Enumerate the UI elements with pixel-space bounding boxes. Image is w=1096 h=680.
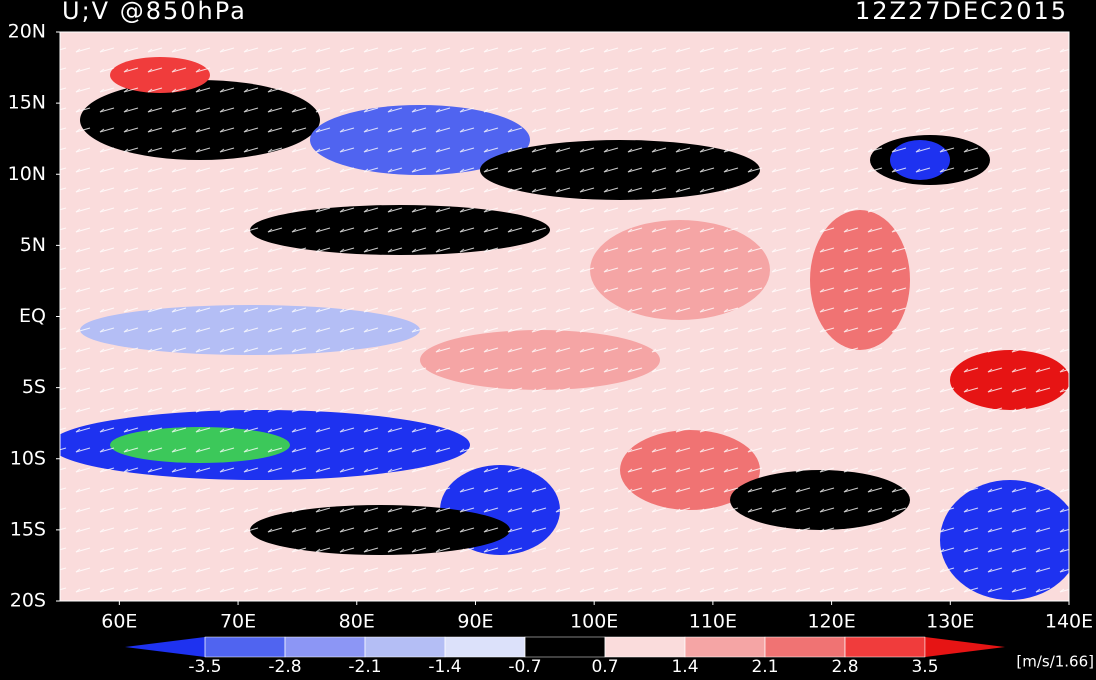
colorbar-label: 2.1 xyxy=(751,657,778,677)
lat-tick-label: 10S xyxy=(10,447,46,469)
colorbar-swatch xyxy=(284,636,366,658)
colorbar-swatch xyxy=(604,636,686,658)
lat-tick-label: 15N xyxy=(8,92,46,114)
colorbar-label: 2.8 xyxy=(831,657,858,677)
lon-tick-label: 80E xyxy=(339,611,375,633)
colorbar-unit: [m/s/1.66] xyxy=(1016,653,1094,671)
colorbar-label: -3.5 xyxy=(188,657,221,677)
colorbar-swatch xyxy=(524,636,606,658)
colorbar-label: -2.8 xyxy=(268,657,301,677)
lat-tick-label: 10N xyxy=(8,163,46,185)
lon-tick-label: 130E xyxy=(926,611,974,633)
colorbar-swatch xyxy=(844,636,926,658)
lon-tick-label: 90E xyxy=(457,611,493,633)
colorbar-swatch xyxy=(204,636,286,658)
field xyxy=(60,32,1069,601)
colorbar-label: 3.5 xyxy=(911,657,938,677)
colorbar-label: -2.1 xyxy=(348,657,381,677)
lon-tick-label: 110E xyxy=(689,611,737,633)
colorbar-swatch xyxy=(764,636,846,658)
lat-tick-label: 20N xyxy=(8,21,46,43)
lat-tick-label: 20S xyxy=(10,590,46,612)
lon-tick-label: 100E xyxy=(570,611,618,633)
lat-tick-label: EQ xyxy=(19,305,46,327)
map-title: U;V @850hPa xyxy=(62,0,247,25)
lat-tick-label: 15S xyxy=(10,518,46,540)
lat-tick-label: 5N xyxy=(20,234,46,256)
lon-tick-label: 70E xyxy=(220,611,256,633)
colorbar-swatch xyxy=(684,636,766,658)
map-time: 12Z27DEC2015 xyxy=(855,0,1068,25)
lat-tick-label: 5S xyxy=(22,376,46,398)
colorbar-label: 1.4 xyxy=(671,657,698,677)
colorbar-swatch xyxy=(925,637,1005,657)
lon-tick-label: 140E xyxy=(1045,611,1093,633)
colorbar-label: -1.4 xyxy=(428,657,461,677)
lon-tick-label: 120E xyxy=(807,611,855,633)
colorbar-label: -0.7 xyxy=(508,657,541,677)
colorbar-label: 0.7 xyxy=(591,657,618,677)
colorbar-swatch xyxy=(444,636,526,658)
colorbar-swatch xyxy=(364,636,446,658)
lon-tick-label: 60E xyxy=(101,611,137,633)
colorbar-swatch xyxy=(125,637,205,657)
